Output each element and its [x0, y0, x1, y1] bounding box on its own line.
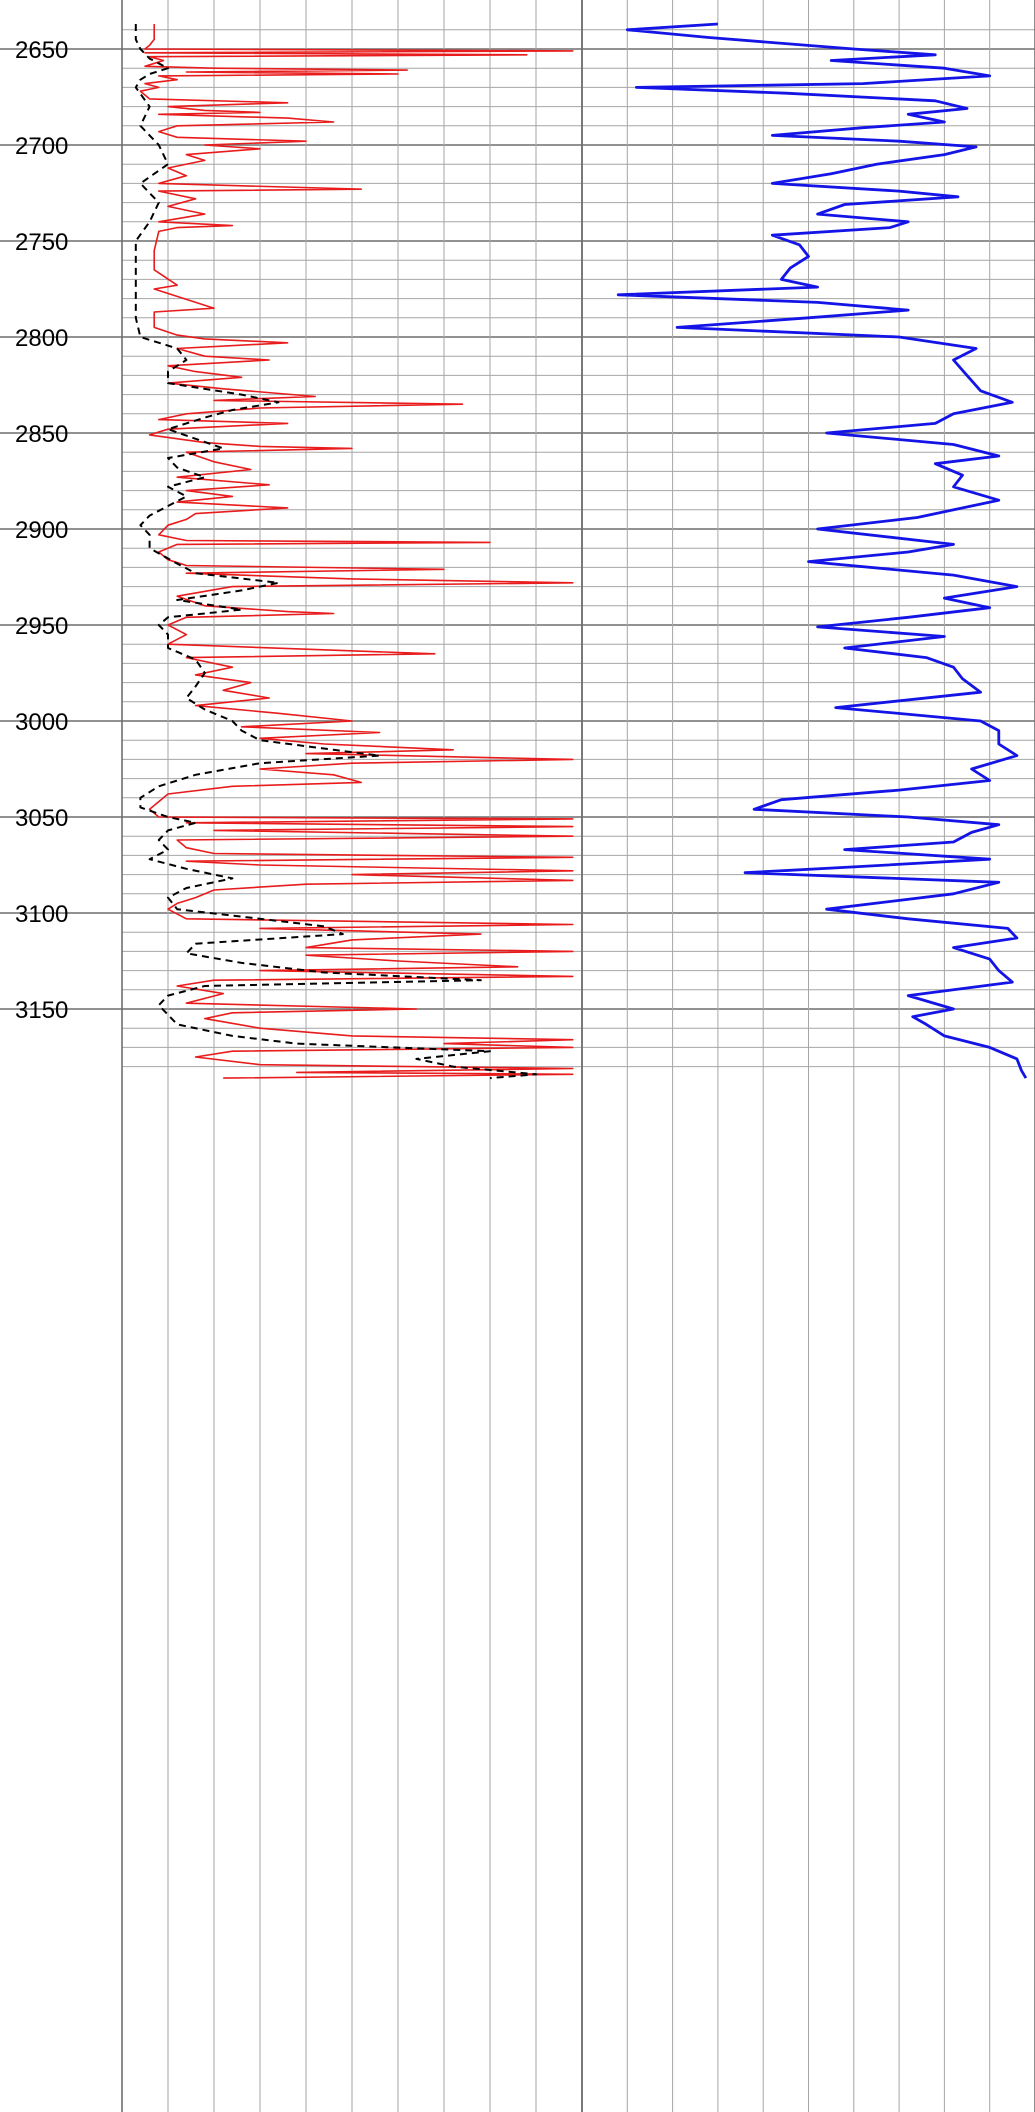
depth-tick-label: 3050 — [15, 805, 68, 832]
log-curve-track1-series1 — [139, 24, 574, 1079]
depth-tick-label: 3150 — [15, 997, 68, 1024]
curve-layer — [134, 22, 1028, 1080]
depth-tick-label: 2950 — [15, 613, 68, 640]
depth-tick-label: 3000 — [15, 709, 68, 736]
depth-axis-labels: 2650 2700 2750 2800 2850 2900 2950 3000 3050 3100… — [15, 37, 68, 1024]
depth-tick-label: 2700 — [15, 133, 68, 160]
log-curve-track1-series2 — [134, 24, 537, 1080]
depth-tick-label: 2850 — [15, 421, 68, 448]
depth-tick-label: 2800 — [15, 325, 68, 352]
depth-tick-label: 3100 — [15, 901, 68, 928]
depth-tick-label: 2650 — [15, 37, 68, 64]
depth-tick-label: 2750 — [15, 229, 68, 256]
log-curve-track2-series1 — [616, 22, 1028, 1079]
depth-tick-label: 2900 — [15, 517, 68, 544]
